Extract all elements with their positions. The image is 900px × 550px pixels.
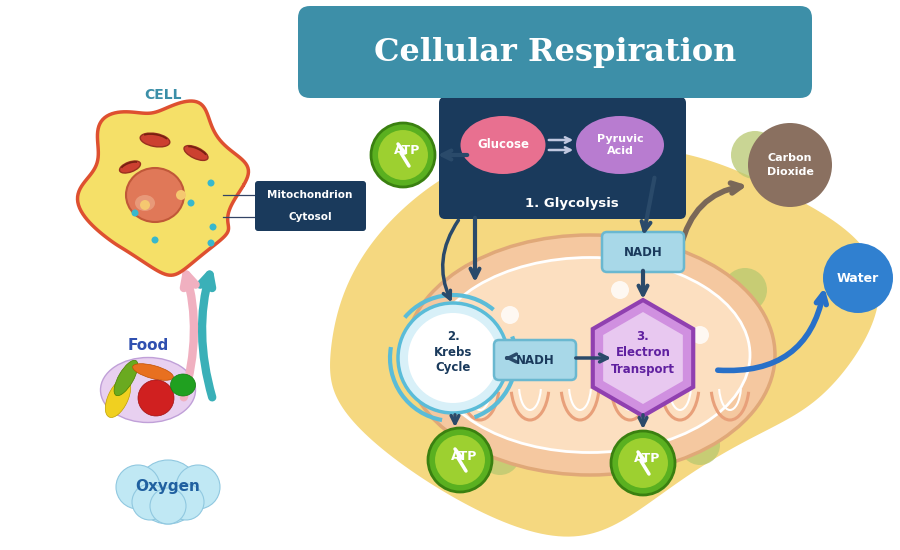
Circle shape xyxy=(208,239,214,246)
Circle shape xyxy=(680,425,720,465)
Ellipse shape xyxy=(132,364,174,380)
Circle shape xyxy=(408,313,498,403)
Circle shape xyxy=(691,326,709,344)
Circle shape xyxy=(435,435,485,485)
Circle shape xyxy=(138,380,174,416)
Circle shape xyxy=(618,438,668,488)
Polygon shape xyxy=(593,300,693,416)
Circle shape xyxy=(176,465,220,509)
Circle shape xyxy=(140,200,150,210)
Circle shape xyxy=(398,303,508,413)
Polygon shape xyxy=(77,101,248,275)
Ellipse shape xyxy=(461,116,545,174)
Circle shape xyxy=(187,200,194,206)
Text: Pyruvic
Acid: Pyruvic Acid xyxy=(597,134,644,156)
Ellipse shape xyxy=(184,146,208,161)
Circle shape xyxy=(210,223,217,230)
Text: NADH: NADH xyxy=(624,245,662,258)
FancyBboxPatch shape xyxy=(255,181,366,209)
Circle shape xyxy=(168,484,204,520)
FancyBboxPatch shape xyxy=(255,203,366,231)
Text: Carbon
Dioxide: Carbon Dioxide xyxy=(767,153,814,177)
Ellipse shape xyxy=(430,257,750,453)
Circle shape xyxy=(371,123,435,187)
Circle shape xyxy=(131,210,139,217)
Text: 3.
Electron
Transport: 3. Electron Transport xyxy=(611,331,675,376)
Circle shape xyxy=(611,281,629,299)
Text: Mitochondrion: Mitochondrion xyxy=(267,190,353,200)
Circle shape xyxy=(378,130,428,180)
Ellipse shape xyxy=(105,378,130,417)
FancyBboxPatch shape xyxy=(494,340,576,380)
Polygon shape xyxy=(603,312,683,404)
Circle shape xyxy=(428,428,492,492)
Ellipse shape xyxy=(126,168,184,222)
Circle shape xyxy=(611,431,675,495)
Circle shape xyxy=(116,465,160,509)
Ellipse shape xyxy=(140,133,170,147)
Ellipse shape xyxy=(135,195,155,211)
Text: ATP: ATP xyxy=(634,453,661,465)
Text: 2.
Krebs
Cycle: 2. Krebs Cycle xyxy=(434,329,473,375)
Text: ATP: ATP xyxy=(394,145,420,157)
Text: Food: Food xyxy=(128,338,168,353)
Ellipse shape xyxy=(576,116,664,174)
Text: ATP: ATP xyxy=(451,449,477,463)
FancyBboxPatch shape xyxy=(439,97,686,219)
Text: Glucose: Glucose xyxy=(477,139,529,151)
Text: Water: Water xyxy=(837,272,879,284)
Circle shape xyxy=(748,123,832,207)
Circle shape xyxy=(823,243,893,313)
FancyBboxPatch shape xyxy=(298,6,812,98)
Text: CELL: CELL xyxy=(144,88,182,102)
Circle shape xyxy=(501,306,519,324)
Polygon shape xyxy=(330,146,879,537)
Circle shape xyxy=(731,131,779,179)
Circle shape xyxy=(136,460,200,524)
Ellipse shape xyxy=(170,374,195,396)
Ellipse shape xyxy=(120,161,140,173)
Text: NADH: NADH xyxy=(516,354,554,366)
Circle shape xyxy=(441,396,459,414)
Ellipse shape xyxy=(114,360,138,395)
Circle shape xyxy=(151,236,158,244)
Ellipse shape xyxy=(405,235,775,475)
Text: Cellular Respiration: Cellular Respiration xyxy=(374,36,736,68)
Circle shape xyxy=(132,484,168,520)
Circle shape xyxy=(480,435,520,475)
Text: Oxygen: Oxygen xyxy=(136,480,201,494)
Text: Cytosol: Cytosol xyxy=(288,212,332,222)
Text: 1. Glycolysis: 1. Glycolysis xyxy=(525,196,619,210)
Ellipse shape xyxy=(101,358,195,422)
Circle shape xyxy=(208,179,214,186)
FancyBboxPatch shape xyxy=(602,232,684,272)
Circle shape xyxy=(176,190,186,200)
Circle shape xyxy=(150,488,186,524)
Circle shape xyxy=(723,268,767,312)
